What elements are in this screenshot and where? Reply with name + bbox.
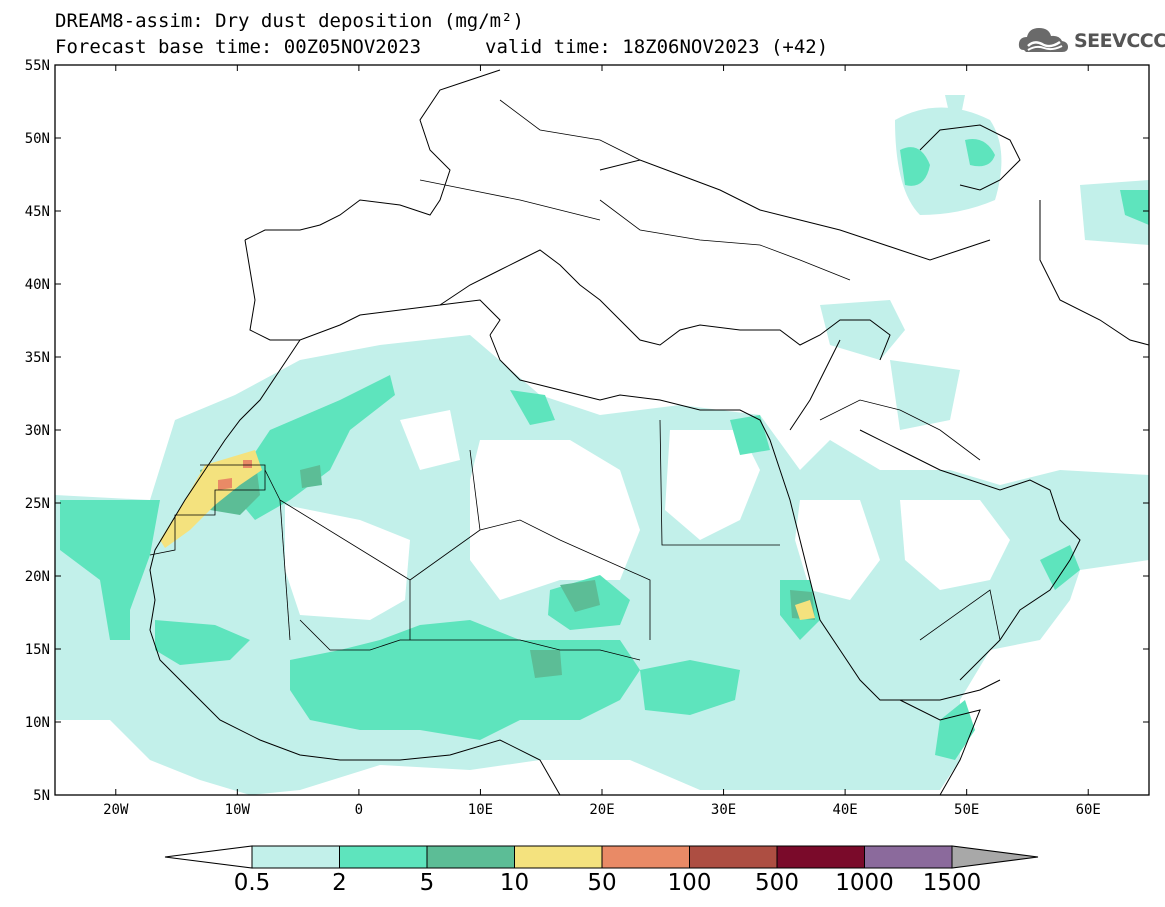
dust-level-50	[218, 460, 252, 490]
colorbar-over-arrow	[951, 845, 1039, 869]
cloud-logo-icon	[1018, 28, 1068, 52]
colorbar-label: 500	[755, 870, 799, 896]
dust-free-areas	[285, 410, 1010, 620]
colorbar-swatch	[689, 845, 778, 869]
colorbar-swatch	[601, 845, 690, 869]
coastlines	[149, 69, 1149, 795]
borders	[149, 99, 1001, 661]
seevccc-logo: SEEVCCC	[1018, 24, 1165, 58]
longitude-axis: 20W 10W 0 10E 20E 30E 40E 50E 60E	[103, 65, 1101, 818]
valid-time: valid time: 18Z06NOV2023 (+42)	[485, 36, 829, 58]
lat-label: 15N	[25, 642, 50, 658]
colorbar-swatch	[776, 845, 865, 869]
lat-label: 10N	[25, 715, 50, 731]
lat-label: 30N	[25, 423, 50, 439]
lon-label: 10E	[468, 802, 493, 818]
lat-label: 25N	[25, 496, 50, 512]
colorbar-label: 100	[668, 870, 712, 896]
lat-label: 55N	[25, 58, 50, 74]
colorbar-label: 1000	[835, 870, 894, 896]
lon-label: 10W	[225, 802, 251, 818]
lon-label: 20W	[103, 802, 129, 818]
colorbar-label: 50	[587, 870, 616, 896]
lon-label: 0	[355, 802, 363, 818]
latitude-axis: 55N 50N 45N 40N 35N 30N 25N 20N 15N 10N 5N	[25, 58, 1149, 804]
lon-label: 60E	[1076, 802, 1101, 818]
colorbar-label: 1500	[923, 870, 982, 896]
colorbar-swatch	[864, 845, 953, 869]
forecast-base-time: Forecast base time: 00Z05NOV2023	[55, 36, 422, 58]
colorbar-label: 10	[500, 870, 529, 896]
colorbar-label: 5	[420, 870, 435, 896]
lon-label: 50E	[954, 802, 979, 818]
colorbar-swatch	[339, 845, 428, 869]
lat-label: 45N	[25, 204, 50, 220]
lat-label: 50N	[25, 131, 50, 147]
lon-label: 20E	[589, 802, 614, 818]
colorbar-under-arrow	[164, 845, 253, 869]
colorbar-label: 0.5	[234, 870, 271, 896]
lon-label: 30E	[711, 802, 736, 818]
dust-level-10	[160, 450, 815, 620]
lat-label: 35N	[25, 350, 50, 366]
lat-label: 5N	[33, 788, 50, 804]
lat-label: 20N	[25, 569, 50, 585]
logo-text: SEEVCCC	[1074, 30, 1165, 52]
lon-label: 40E	[832, 802, 857, 818]
map-title: DREAM8-assim: Dry dust deposition (mg/m²…	[55, 10, 524, 32]
lat-label: 40N	[25, 277, 50, 293]
colorbar-swatch	[426, 845, 515, 869]
colorbar-swatch	[251, 845, 340, 869]
colorbar-swatch	[514, 845, 603, 869]
dust-field	[55, 65, 1149, 795]
colorbar-label: 2	[332, 870, 347, 896]
colorbar: 0.5 2 5 10 50 100 500 1000 1500	[164, 845, 1039, 896]
